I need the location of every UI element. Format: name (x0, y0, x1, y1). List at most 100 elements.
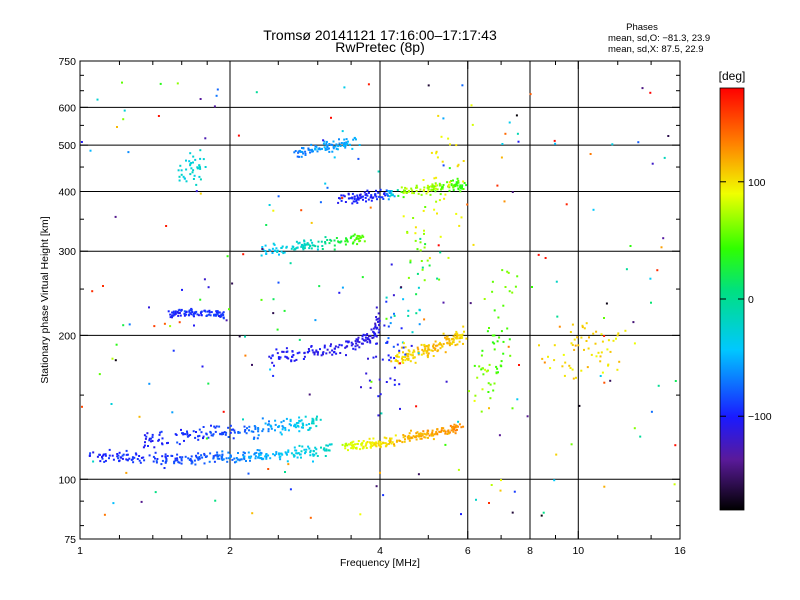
data-point (190, 162, 193, 164)
data-point (569, 331, 572, 333)
data-point (288, 423, 291, 426)
data-point (212, 455, 215, 458)
data-point (298, 338, 301, 341)
data-point (221, 312, 224, 315)
data-point (444, 443, 447, 446)
data-point (148, 439, 151, 442)
data-point (289, 262, 292, 265)
data-point (169, 316, 172, 319)
data-point (418, 309, 421, 312)
data-point (182, 433, 185, 436)
data-point (393, 383, 396, 386)
data-point (276, 251, 279, 253)
data-point (245, 460, 247, 462)
data-point (268, 204, 271, 206)
data-point (175, 434, 178, 436)
data-point (285, 245, 288, 248)
data-point (421, 268, 424, 271)
data-point (496, 184, 499, 187)
data-point (271, 247, 274, 250)
data-point (238, 459, 241, 462)
data-point (458, 423, 461, 426)
data-point (302, 424, 305, 427)
data-point (192, 161, 194, 164)
data-point (367, 83, 370, 86)
data-point (169, 325, 172, 328)
data-point (419, 188, 422, 191)
data-point (259, 457, 262, 460)
data-point (365, 200, 367, 203)
data-point (316, 415, 318, 418)
data-point (172, 310, 175, 313)
data-point (456, 334, 459, 337)
data-point (439, 341, 441, 344)
data-point (312, 419, 315, 422)
data-point (326, 145, 329, 148)
data-point (432, 188, 434, 191)
data-point (388, 192, 391, 194)
data-point (173, 462, 176, 465)
data-point (389, 440, 392, 443)
x-tick-label: 10 (572, 545, 584, 557)
data-point (427, 436, 429, 439)
data-point (180, 169, 183, 172)
data-point (420, 353, 423, 356)
data-point (333, 156, 336, 159)
data-point (321, 147, 323, 150)
data-point (355, 138, 357, 141)
data-point (416, 186, 419, 189)
data-point (586, 366, 589, 369)
data-point (410, 436, 413, 439)
data-point (452, 430, 455, 433)
data-point (393, 443, 395, 446)
data-point (565, 203, 568, 206)
data-point (187, 313, 190, 316)
data-point (290, 452, 293, 455)
data-point (341, 286, 344, 289)
data-point (251, 363, 253, 366)
data-point (555, 453, 558, 456)
data-point (420, 343, 423, 346)
data-point (426, 184, 429, 187)
data-point (180, 459, 183, 462)
data-point (440, 188, 442, 191)
data-point (279, 452, 282, 455)
data-point (285, 347, 288, 350)
data-point (153, 325, 156, 328)
data-point (362, 440, 365, 442)
data-point (400, 186, 403, 189)
data-point (317, 351, 319, 354)
data-point (450, 429, 453, 432)
data-point (293, 151, 296, 154)
data-point (126, 459, 129, 462)
data-point (340, 142, 343, 144)
data-point (103, 513, 106, 516)
data-point (402, 215, 405, 218)
data-point (568, 364, 571, 367)
data-point (286, 453, 288, 456)
data-point (402, 356, 405, 358)
data-point (363, 240, 366, 243)
data-point (419, 237, 422, 240)
data-point (194, 312, 197, 315)
data-point (203, 452, 206, 455)
data-point (481, 349, 484, 352)
data-point (186, 430, 188, 433)
data-point (230, 428, 233, 431)
data-point (432, 343, 435, 346)
data-point (189, 164, 192, 167)
data-point (283, 309, 286, 312)
data-point (153, 446, 156, 449)
data-point (338, 142, 341, 145)
data-point (434, 340, 437, 343)
data-point (269, 424, 272, 427)
data-point (378, 319, 381, 322)
data-point (177, 314, 180, 317)
data-point (167, 441, 169, 444)
data-point (367, 335, 370, 338)
data-point (354, 345, 357, 348)
data-point (370, 194, 373, 197)
data-point (272, 453, 275, 456)
data-point (576, 336, 579, 339)
data-point (360, 236, 363, 239)
